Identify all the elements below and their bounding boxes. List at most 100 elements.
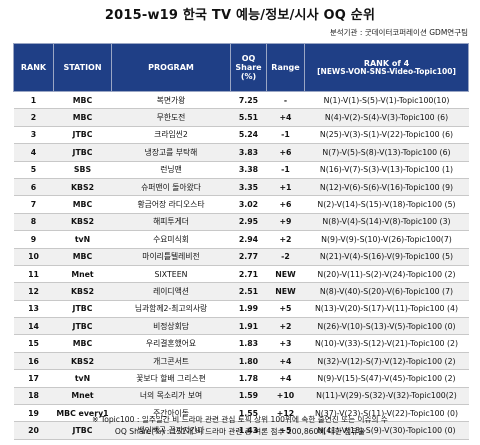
cell-station: MBC	[53, 195, 112, 214]
cell-program: 크라임씬2	[111, 126, 231, 145]
cell-station: Mnet	[53, 265, 112, 284]
cell-change: -1	[266, 126, 305, 145]
table-row: 8 KBS2 해피투게더 2.95 +9 N(8)-V(4)-S(14)-V(8)-Top…	[13, 213, 469, 232]
share-header-line2: Share	[235, 62, 262, 72]
table-row: 5 SBS 런닝맨 3.38 -1 N(16)-V(7)-S(3)-V(13)-Topic…	[13, 161, 469, 179]
cell-program: 님과함께2-최고의사랑	[111, 300, 231, 319]
cell-program: 런닝맨	[111, 161, 231, 179]
share-header-line3: (%)	[240, 72, 257, 82]
cell-station: MBC	[53, 334, 112, 353]
source-credit: 분석기관 : 굿데이터코퍼레이션 GDM연구팀	[329, 28, 468, 37]
cell-share: 3.38	[230, 161, 267, 179]
cell-change: +10	[266, 387, 305, 406]
cell-station: MBC	[53, 91, 112, 110]
rank4-header-line1: RANK of 4	[363, 58, 410, 68]
cell-change: +2	[266, 230, 305, 249]
cell-change: +6	[266, 143, 305, 162]
cell-rank4: N(13)-V(20)-S(17)-V(11)-Topic100 (4)	[304, 300, 469, 319]
table-row: 17 tvN 꽃보다 할배 그리스편 1.78 +4 N(9)-V(15)-S(47)-V…	[13, 369, 469, 388]
cell-change: +2	[266, 317, 305, 336]
cell-share: 1.59	[230, 387, 267, 406]
cell-program: 레이디액션	[111, 282, 231, 301]
cell-change: +5	[266, 300, 305, 319]
cell-share: 2.51	[230, 282, 267, 301]
cell-change: -1	[266, 161, 305, 179]
cell-rank4: N(8)-V(4)-S(14)-V(8)-Topic100 (3)	[304, 213, 469, 232]
cell-share: 1.91	[230, 317, 267, 336]
table-row: 15 MBC 우리결혼했어요 1.83 +3 N(10)-V(33)-S(12)-V(21…	[13, 334, 469, 353]
table-row: 10 MBC 마이리틀텔레비전 2.77 -2 N(21)-V(4)-S(16)-V(9)…	[13, 248, 469, 266]
cell-share: 3.35	[230, 178, 267, 197]
cell-station: MBC	[53, 248, 112, 266]
cell-rank: 13	[13, 300, 54, 319]
cell-rank4: N(25)-V(3)-S(1)-V(22)-Topic100 (6)	[304, 126, 469, 145]
cell-rank: 11	[13, 265, 54, 284]
table-row: 1 MBC 복면가왕 7.25- N(1)-V(1)-S(5)-V(1)-Topic10…	[13, 91, 469, 110]
cell-rank4: N(41)-V(18)-S(9)-V(30)-Topic100 (0)	[304, 421, 469, 440]
cell-share: 5.51	[230, 108, 267, 127]
cell-share: 2.71	[230, 265, 267, 284]
cell-share: 1.80	[230, 352, 267, 371]
cell-program: 우리결혼했어요	[111, 334, 231, 353]
cell-rank4: N(32)-V(12)-S(7)-V(12)-Topic100 (2)	[304, 352, 469, 371]
cell-change: +3	[266, 334, 305, 353]
cell-rank: 2	[13, 108, 54, 127]
cell-program: 백인백곡 끝까지간다	[111, 421, 231, 440]
cell-station: JTBC	[53, 300, 112, 319]
cell-change: +12	[266, 404, 305, 423]
cell-program: 개그콘서트	[111, 352, 231, 371]
cell-change: +4	[266, 352, 305, 371]
cell-rank: 1	[13, 91, 54, 110]
cell-rank: 7	[13, 195, 54, 214]
cell-station: JTBC	[53, 421, 112, 440]
cell-station: Mnet	[53, 387, 112, 406]
table-row: 3 JTBC 크라임씬2 5.24 -1 N(25)-V(3)-S(1)-V(22)-To…	[13, 126, 469, 145]
cell-station: MBC every1	[53, 404, 112, 423]
cell-rank: 15	[13, 334, 54, 353]
cell-share: 1.83	[230, 334, 267, 353]
footnote: ※ Topic100 : 일주일간 비 드라마 관련 관심 토픽 상위 100위…	[0, 414, 480, 438]
share-header-line1: OQ	[241, 53, 256, 63]
cell-share: 3.83	[230, 143, 267, 162]
cell-share: 1.55	[230, 404, 267, 423]
col-header-program: PROGRAM	[111, 43, 231, 92]
cell-rank: 19	[13, 404, 54, 423]
col-header-range: Range	[266, 43, 305, 92]
rank4-header-line2: [NEWS-VON-SNS-Video-Topic100]	[317, 66, 456, 76]
cell-share: 3.02	[230, 195, 267, 214]
table-row: 20 JTBC 백인백곡 끝까지간다 1.43 +5 N(41)-V(18)-S(9)-V…	[13, 421, 469, 440]
cell-station: MBC	[53, 108, 112, 127]
cell-rank4: N(4)-V(2)-S(4)-V(3)-Topic100 (6)	[304, 108, 469, 127]
cell-rank: 20	[13, 421, 54, 440]
cell-station: JTBC	[53, 143, 112, 162]
cell-program: 냉장고를 부탁해	[111, 143, 231, 162]
header-row: RANK STATION PROGRAM OQ Share (%) Range …	[13, 43, 469, 92]
cell-rank: 10	[13, 248, 54, 266]
cell-rank4: N(16)-V(7)-S(3)-V(13)-Topic100 (1)	[304, 161, 469, 179]
col-header-station: STATION	[53, 43, 112, 92]
col-header-rank: RANK	[13, 43, 54, 92]
cell-rank4: N(1)-V(1)-S(5)-V(1)-Topic100(10)	[304, 91, 469, 110]
cell-change: +9	[266, 213, 305, 232]
cell-program: 마이리틀텔레비전	[111, 248, 231, 266]
cell-station: JTBC	[53, 317, 112, 336]
cell-share: 2.94	[230, 230, 267, 249]
table-row: 2 MBC 무한도전 5.51 +4 N(4)-V(2)-S(4)-V(3)-Topic1…	[13, 108, 469, 127]
table-row: 13 JTBC 님과함께2-최고의사랑 1.99 +5 N(13)-V(20)-S(17)…	[13, 300, 469, 319]
cell-program: 무한도전	[111, 108, 231, 127]
cell-share: 1.99	[230, 300, 267, 319]
table-row: 11 Mnet SIXTEEN 2.71 NEW N(20)-V(11)-S(2)-V(2…	[13, 265, 469, 284]
cell-rank: 9	[13, 230, 54, 249]
page-title: 2015-w19 한국 TV 예능/정보/시사 OQ 순위	[104, 8, 376, 23]
cell-station: KBS2	[53, 282, 112, 301]
cell-rank4: N(10)-V(33)-S(12)-V(21)-Topic100 (2)	[304, 334, 469, 353]
cell-program: 수요미식회	[111, 230, 231, 249]
cell-rank4: N(8)-V(40)-S(20)-V(6)-Topic100 (7)	[304, 282, 469, 301]
cell-station: KBS2	[53, 352, 112, 371]
ranking-table: RANK STATION PROGRAM OQ Share (%) Range …	[13, 43, 469, 440]
cell-rank4: N(20)-V(11)-S(2)-V(24)-Topic100 (2)	[304, 265, 469, 284]
cell-program: 너의 목소리가 보여	[111, 387, 231, 406]
cell-change: +1	[266, 178, 305, 197]
cell-change: +4	[266, 108, 305, 127]
cell-program: SIXTEEN	[111, 265, 231, 284]
